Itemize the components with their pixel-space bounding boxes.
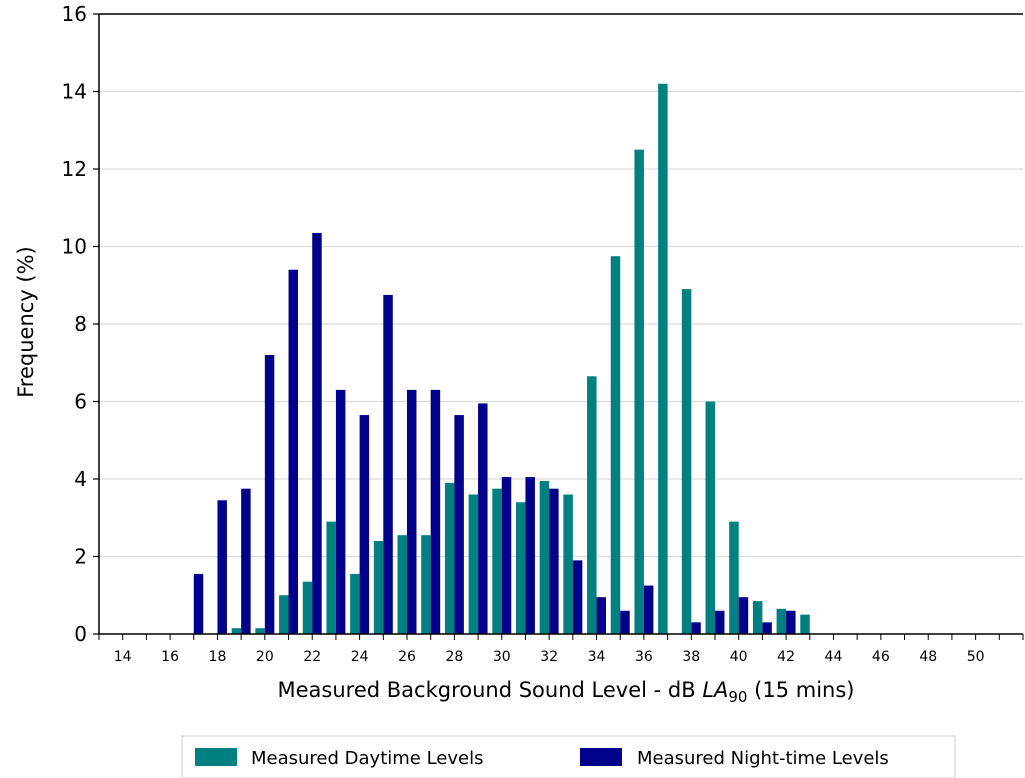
bar-daytime [468, 494, 479, 634]
bar-nighttime [454, 415, 464, 634]
x-tick-label: 34 [588, 649, 606, 665]
legend-label-daytime: Measured Daytime Levels [251, 748, 483, 769]
y-tick-label: 16 [62, 2, 87, 26]
x-tick-label: 36 [635, 649, 653, 665]
bar-daytime [373, 541, 384, 634]
bars [193, 83, 810, 634]
bar-nighttime [241, 488, 251, 634]
bar-daytime [587, 376, 597, 634]
y-tick-label: 12 [62, 157, 87, 181]
y-tick-label: 8 [74, 312, 87, 336]
gridlines [99, 13, 1023, 558]
bar-daytime [752, 601, 763, 634]
bar-nighttime [525, 477, 535, 634]
x-tick-label: 24 [351, 649, 369, 665]
bar-daytime [681, 289, 692, 634]
bar-nighttime [738, 597, 749, 634]
x-tick-label: 18 [209, 649, 227, 665]
x-axis-ticks: 14 16 18 20 22 24 26 28 30 32 34 36 38 40 42 44 46 48 50 [98, 634, 1024, 665]
bar-daytime [492, 488, 502, 634]
y-axis-ticks: 0 2 4 6 8 10 12 14 16 [62, 2, 99, 646]
x-tick-label: 42 [777, 649, 795, 665]
bar-nighttime [193, 573, 204, 634]
bar-nighttime [430, 389, 441, 634]
bar-nighttime [335, 389, 346, 634]
bar-nighttime [312, 232, 322, 634]
x-tick-label: 20 [256, 649, 274, 665]
bar-daytime [444, 482, 455, 634]
x-tick-label: 22 [303, 649, 321, 665]
bar-nighttime [383, 294, 393, 634]
bar-daytime [279, 595, 289, 634]
bar-daytime [302, 581, 313, 634]
x-tick-label: 48 [919, 649, 937, 665]
bar-daytime [255, 628, 265, 634]
legend-label-nighttime: Measured Night-time Levels [637, 748, 889, 769]
y-axis-label: Frequency (%) [14, 246, 38, 398]
y-tick-label: 4 [74, 467, 87, 491]
bar-nighttime [762, 622, 772, 634]
bar-nighttime [288, 269, 299, 634]
bar-nighttime [501, 477, 512, 634]
x-tick-label: 26 [398, 649, 416, 665]
x-tick-label: 38 [682, 649, 700, 665]
x-tick-label: 16 [161, 649, 179, 665]
legend-swatch-daytime [195, 748, 237, 766]
bar-daytime [800, 614, 810, 634]
bar-daytime [776, 608, 787, 634]
x-tick-label: 44 [825, 649, 843, 665]
bar-nighttime [715, 610, 725, 634]
bar-daytime [563, 494, 573, 634]
bar-daytime [231, 628, 242, 634]
x-tick-label: 46 [872, 649, 890, 665]
bar-nighttime [572, 560, 583, 634]
bar-nighttime [359, 415, 370, 634]
bar-daytime [539, 480, 550, 634]
y-tick-label: 2 [74, 545, 87, 569]
bar-daytime [421, 535, 431, 634]
x-tick-label: 50 [967, 649, 985, 665]
y-tick-label: 0 [74, 622, 87, 646]
bar-daytime [397, 535, 407, 634]
bar-nighttime [264, 355, 275, 634]
legend-frame [181, 735, 956, 778]
bar-nighttime [691, 622, 701, 634]
x-tick-label: 30 [493, 649, 511, 665]
bar-nighttime [596, 597, 607, 634]
bar-daytime [515, 502, 526, 634]
bar-nighttime [217, 500, 227, 634]
bar-daytime [326, 521, 336, 634]
bar-nighttime [478, 403, 488, 634]
bar-nighttime [786, 610, 796, 634]
y-tick-label: 10 [62, 235, 87, 259]
x-tick-label: 14 [114, 649, 132, 665]
bar-nighttime [407, 389, 417, 634]
y-tick-label: 6 [74, 390, 87, 414]
bar-daytime [350, 573, 360, 634]
bar-nighttime [620, 610, 630, 634]
x-tick-label: 40 [730, 649, 748, 665]
bar-daytime [729, 521, 739, 634]
x-tick-label: 32 [540, 649, 558, 665]
bar-daytime [610, 256, 621, 634]
bar-daytime [705, 401, 715, 634]
legend-swatch-nighttime [580, 748, 622, 766]
y-tick-label: 14 [62, 80, 87, 104]
x-tick-label: 28 [445, 649, 463, 665]
bar-daytime [658, 83, 668, 634]
legend: Measured Daytime Levels Measured Night-t… [181, 735, 956, 778]
x-axis-label: Measured Background Sound Level - dB LA9… [278, 678, 855, 706]
bar-nighttime [643, 585, 654, 634]
bar-nighttime [549, 488, 559, 634]
bar-daytime [634, 149, 644, 634]
